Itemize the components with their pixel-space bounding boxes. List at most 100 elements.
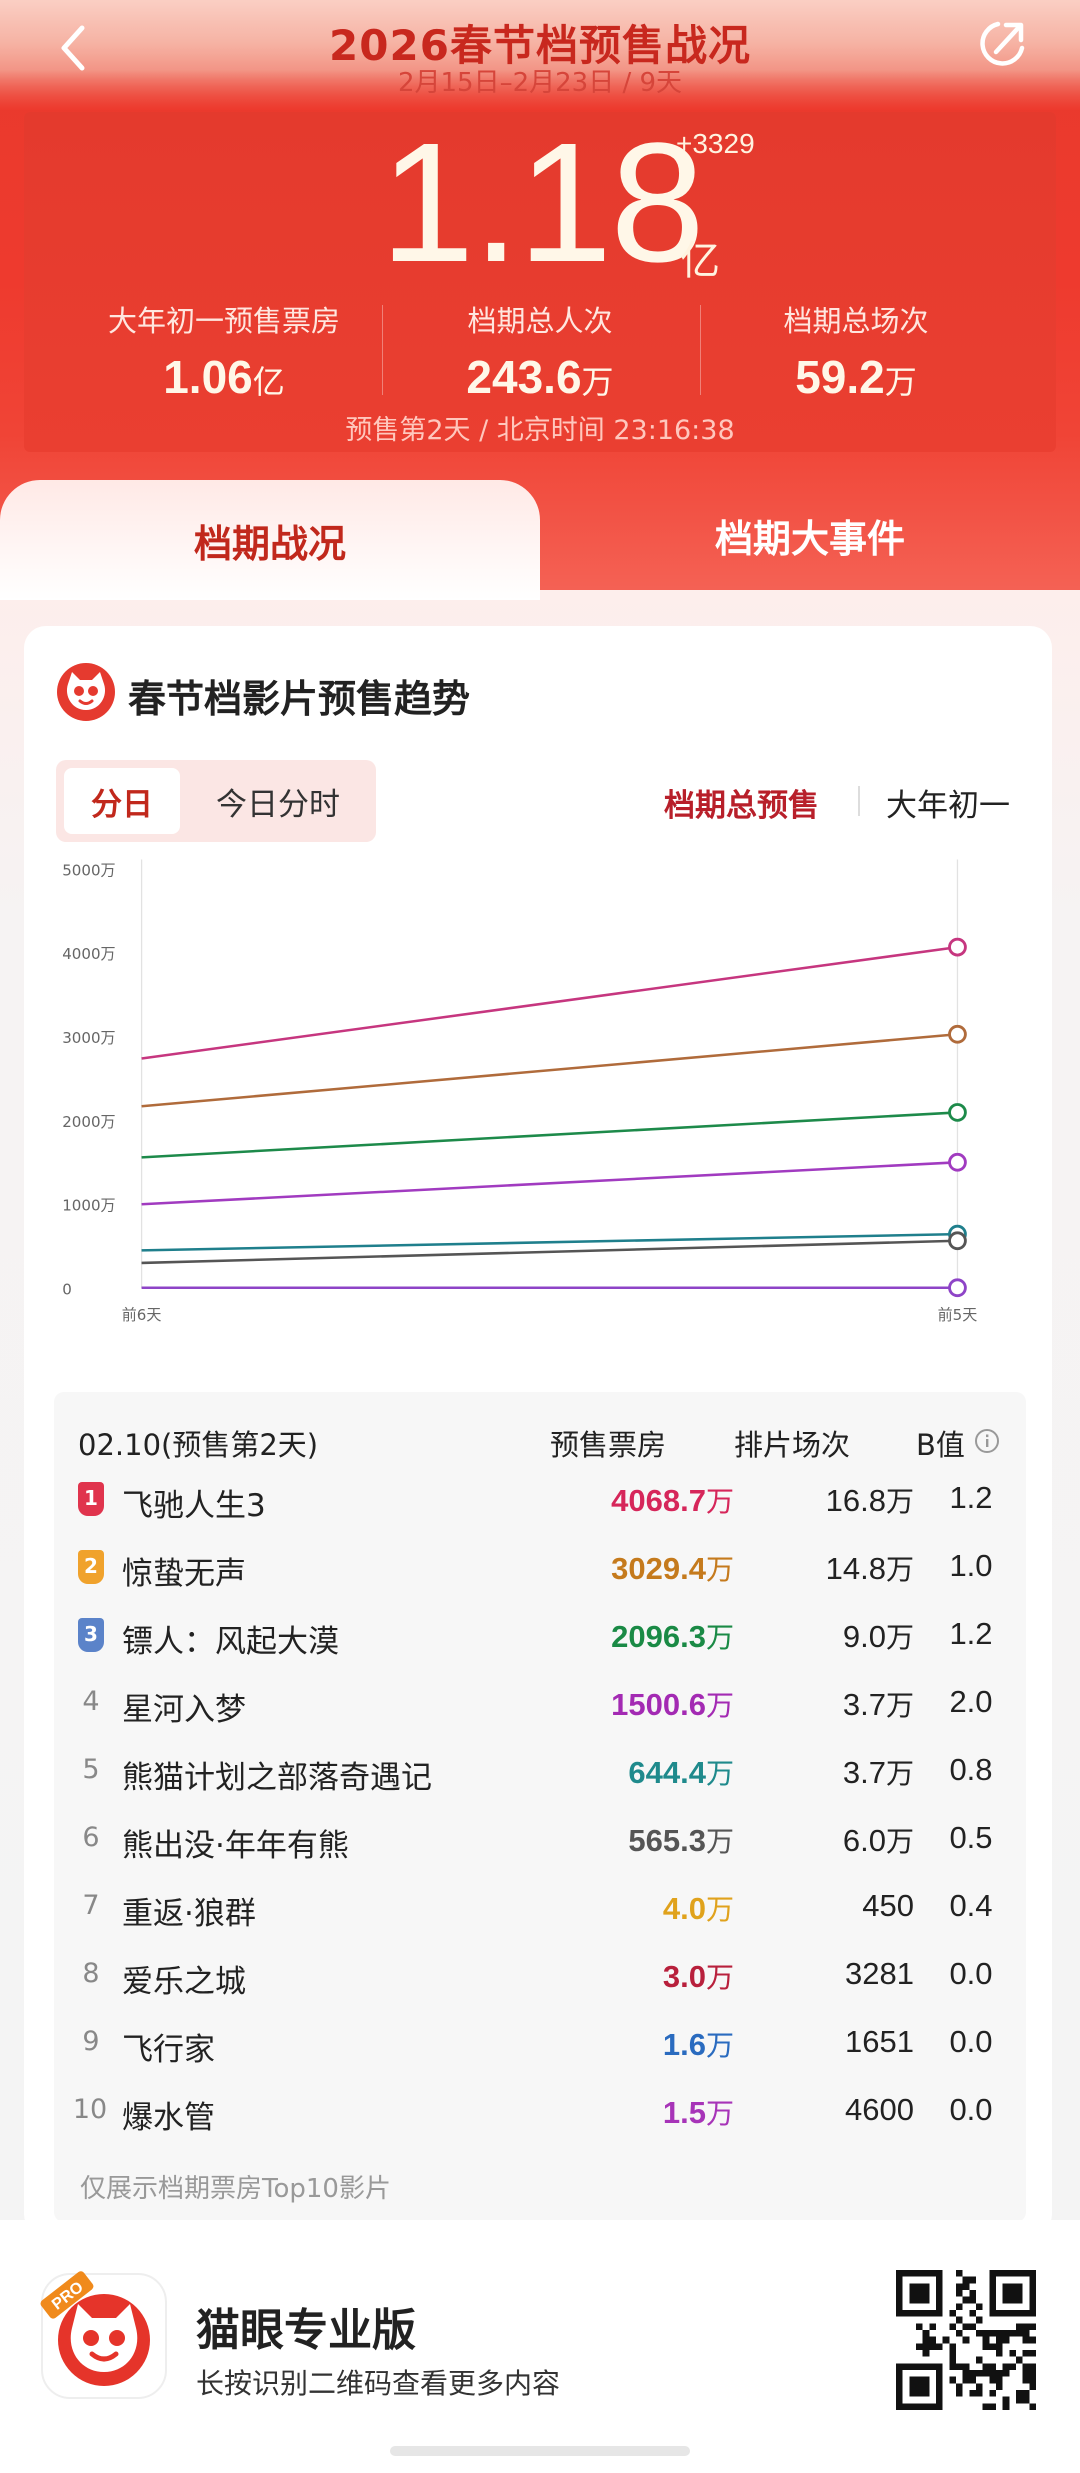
date-range: 2月15日–2月23日 / 9天 <box>397 68 683 98</box>
movie-title: 熊猫计划之部落奇遇记 <box>122 1760 432 1796</box>
b-value: 2.0 <box>949 1684 993 1719</box>
column-header-shows: 排片场次 <box>734 1428 851 1462</box>
presale-trend-chart: 5000万 4000万 3000万 2000万 1000万 0 前6天 前5天 <box>40 850 1040 1350</box>
segment-today-hourly[interactable]: 今日分时 <box>216 786 340 823</box>
series-line <box>141 945 958 1060</box>
show-count: 3.7万 <box>842 1687 914 1722</box>
y-tick-label: 4000万 <box>62 945 115 963</box>
table-row[interactable]: 5 熊猫计划之部落奇遇记 644.4万 3.7万 0.8 <box>54 1742 1026 1810</box>
presale-box-office: 4068.7万 <box>611 1483 734 1518</box>
stat-label: 大年初一预售票房 <box>107 304 340 338</box>
maoyan-pro-app-icon: PRO <box>40 2271 167 2399</box>
home-indicator <box>390 2446 690 2456</box>
share-button[interactable] <box>972 14 1032 74</box>
tab-schedule-status[interactable]: 档期战况 <box>0 480 540 600</box>
series-line <box>141 1111 958 1159</box>
table-row[interactable]: 8 爱乐之城 3.0万 3281 0.0 <box>54 1946 1026 2014</box>
total-presale-delta: +3329 <box>676 128 755 159</box>
rank-label: 10 <box>72 2094 108 2125</box>
stat-total-shows: 档期总场次 59.2万 <box>696 298 1016 404</box>
stat-label: 档期总人次 <box>467 304 613 338</box>
b-value: 1.2 <box>949 1616 993 1651</box>
presale-box-office: 1.5万 <box>662 2095 734 2130</box>
series-line <box>141 1161 958 1206</box>
card-title: 春节档影片预售趋势 <box>128 677 471 721</box>
back-button[interactable] <box>50 18 100 78</box>
presale-box-office: 4.0万 <box>662 1891 734 1926</box>
series-end-point <box>948 1024 967 1044</box>
table-row[interactable]: 9 飞行家 1.6万 1651 0.0 <box>54 2014 1026 2082</box>
rank-label: 4 <box>82 1686 100 1717</box>
presale-box-office: 2096.3万 <box>611 1619 734 1654</box>
tab-label: 档期战况 <box>193 521 346 566</box>
tab-schedule-events[interactable]: 档期大事件 <box>540 480 1080 590</box>
page-title: 2026春节档预售战况 <box>329 21 751 70</box>
x-tick-label: 前6天 <box>122 1306 162 1324</box>
series-end-point <box>948 1103 967 1122</box>
table-row[interactable]: 7 重返·狼群 4.0万 450 0.4 <box>54 1878 1026 1946</box>
movie-title: 镖人：风起大漠 <box>122 1624 339 1660</box>
b-value: 0.0 <box>949 2024 993 2059</box>
table-row[interactable]: 1 飞驰人生3 4068.7万 16.8万 1.2 <box>54 1470 1026 1538</box>
show-count: 16.8万 <box>825 1483 914 1518</box>
mode-first-day[interactable]: 大年初一 <box>886 788 1010 824</box>
table-row[interactable]: 10 爆水管 1.5万 4600 0.0 <box>54 2082 1026 2150</box>
show-count: 4600 <box>845 2092 914 2127</box>
y-tick-label: 5000万 <box>62 861 115 879</box>
total-presale-value: 1.18 <box>380 108 705 298</box>
stat-value: 243.6万 <box>466 351 614 403</box>
show-count: 6.0万 <box>842 1823 914 1858</box>
table-row[interactable]: 3 镖人：风起大漠 2096.3万 9.0万 1.2 <box>54 1606 1026 1674</box>
table-row[interactable]: 4 星河入梦 1500.6万 3.7万 2.0 <box>54 1674 1026 1742</box>
mode-divider <box>858 786 860 816</box>
table-note: 仅展示档期票房Top10影片 <box>80 2174 391 2204</box>
header-panel <box>24 112 1056 452</box>
b-value: 1.2 <box>949 1480 993 1515</box>
rank-label: 6 <box>82 1822 100 1853</box>
ranking-table <box>54 1392 1026 2222</box>
table-row[interactable]: 6 熊出没·年年有熊 565.3万 6.0万 0.5 <box>54 1810 1026 1878</box>
stat-first-day-presale: 大年初一预售票房 1.06亿 <box>64 298 384 404</box>
table-date-header: 02.10(预售第2天) <box>78 1428 319 1462</box>
b-value: 0.0 <box>949 1956 993 1991</box>
presale-box-office: 565.3万 <box>628 1823 734 1858</box>
series-line <box>141 1032 958 1108</box>
movie-title: 惊蛰无声 <box>122 1556 246 1592</box>
share-icon <box>980 21 1025 66</box>
x-tick-label: 前5天 <box>938 1306 978 1324</box>
stat-divider <box>700 305 701 395</box>
movie-title: 爱乐之城 <box>122 1964 246 2000</box>
b-value: 0.4 <box>949 1888 993 1923</box>
b-value: 0.5 <box>949 1820 993 1855</box>
movie-title: 星河入梦 <box>122 1692 246 1728</box>
stat-value: 1.06亿 <box>163 351 285 403</box>
series-end-point <box>948 1152 967 1172</box>
maoyan-cat-icon <box>57 663 115 721</box>
show-count: 14.8万 <box>825 1551 914 1586</box>
movie-title: 爆水管 <box>122 2100 215 2136</box>
stat-total-admissions: 档期总人次 243.6万 <box>380 298 700 404</box>
mode-total-presale[interactable]: 档期总预售 <box>664 788 819 824</box>
app-name: 猫眼专业版 <box>196 2305 416 2356</box>
b-value: 1.0 <box>949 1548 993 1583</box>
column-header-b-value: B值 <box>916 1428 965 1462</box>
movie-title: 飞行家 <box>122 2032 215 2068</box>
rank-label: 2 <box>78 1550 104 1584</box>
table-row[interactable]: 2 惊蛰无声 3029.4万 14.8万 1.0 <box>54 1538 1026 1606</box>
segment-daily[interactable]: 分日 <box>64 768 180 834</box>
header-film-strip <box>0 0 1080 110</box>
y-tick-label: 0 <box>62 1280 72 1298</box>
presale-box-office: 1.6万 <box>662 2027 734 2062</box>
rank-label: 9 <box>82 2026 100 2057</box>
y-tick-label: 1000万 <box>62 1197 115 1215</box>
show-count: 9.0万 <box>842 1619 914 1654</box>
rank-label: 3 <box>78 1618 104 1652</box>
stat-label: 档期总场次 <box>783 304 929 338</box>
series-end-point <box>948 937 967 957</box>
movie-title: 飞驰人生3 <box>122 1488 266 1524</box>
show-count: 1651 <box>845 2024 914 2059</box>
qr-code[interactable] <box>896 2270 1036 2410</box>
movie-title: 重返·狼群 <box>122 1896 256 1932</box>
y-tick-label: 3000万 <box>62 1029 115 1047</box>
info-icon[interactable] <box>974 1428 1000 1454</box>
